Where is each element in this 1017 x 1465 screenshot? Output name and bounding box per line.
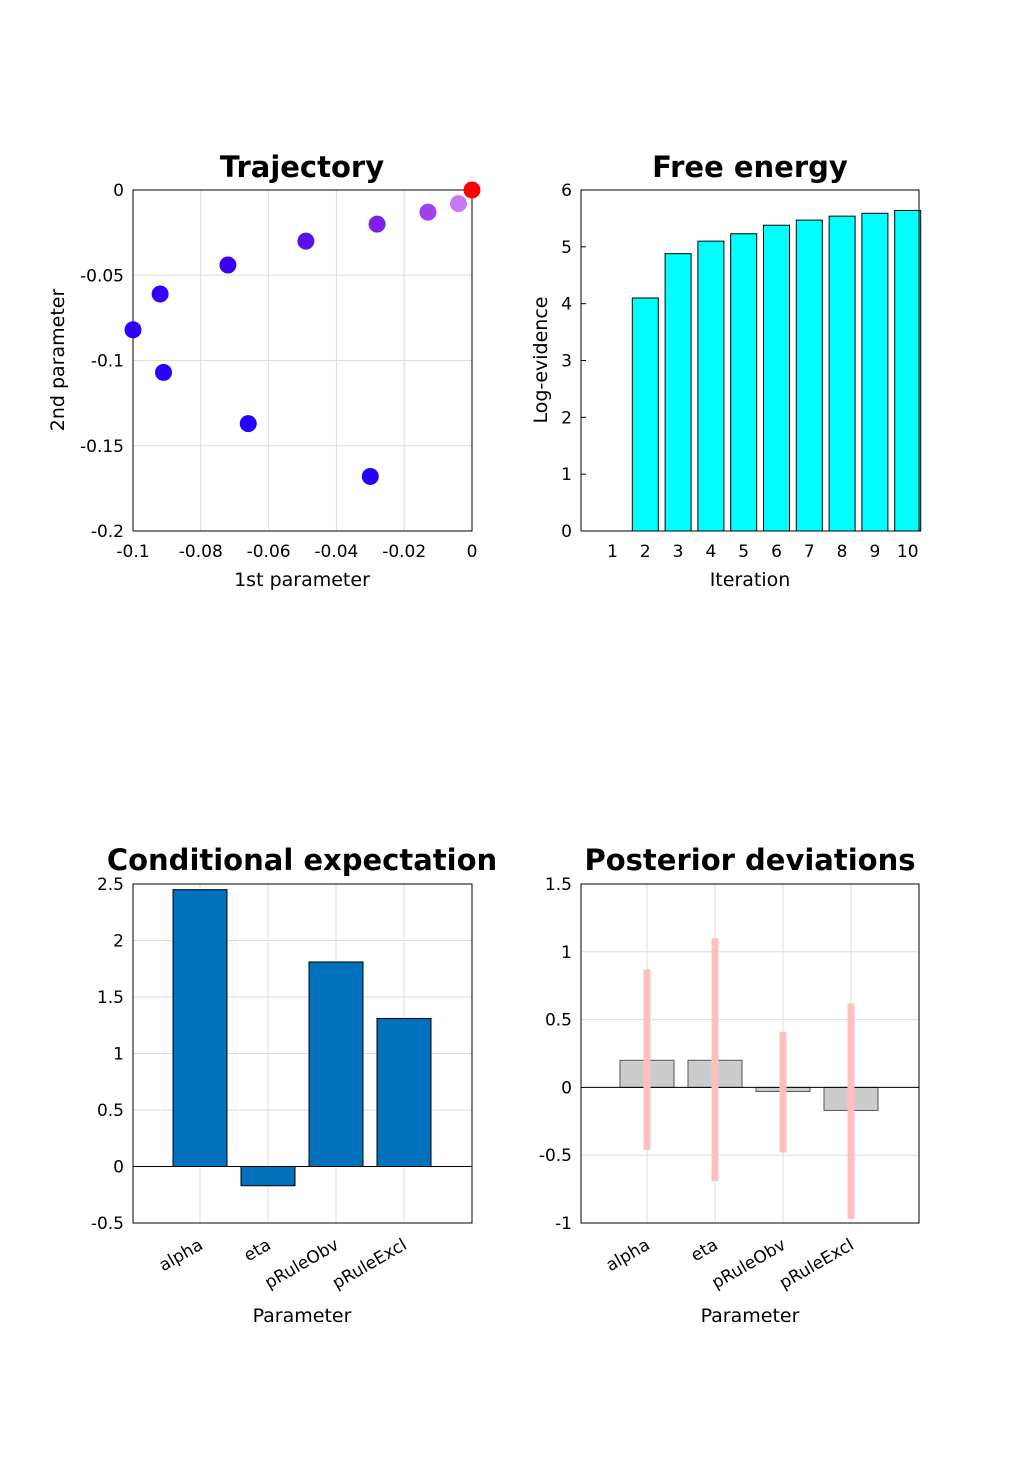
trajectory-y-tick-label: -0.05: [80, 266, 124, 286]
conditional-expectation-y-tick-label: 1: [113, 1045, 124, 1065]
posterior-deviations-x-tick-label: pRuleObv: [708, 1235, 789, 1293]
free-energy-y-tick-label: 2: [561, 408, 572, 428]
trajectory-point: [368, 215, 386, 233]
free-energy-x-tick-label: 10: [897, 542, 919, 562]
free-energy-bar: [730, 233, 758, 532]
posterior-deviations-x-tick-label: eta: [688, 1235, 722, 1266]
posterior-deviations-x-tick-label: alpha: [603, 1235, 654, 1276]
trajectory-point: [449, 195, 467, 213]
free-energy-bar: [861, 212, 889, 532]
trajectory-point: [297, 232, 315, 250]
trajectory-point: [239, 415, 257, 433]
free-energy-bar: [795, 219, 823, 532]
conditional-expectation-plot-area: [132, 883, 473, 1224]
free-energy-x-tick-label: 1: [607, 542, 618, 562]
trajectory-x-tick-label: -0.02: [382, 542, 426, 562]
free-energy-y-tick-label: 4: [561, 295, 572, 315]
free-energy-panel: 1 2 3 4 5 6 7 8 9 10 0 1 2 3 4 5 6 Free energy Iteration…: [530, 150, 922, 591]
free-energy-bar: [763, 224, 790, 532]
conditional-expectation-y-tick-label: 0.5: [97, 1101, 124, 1121]
trajectory-y-tick-label: -0.15: [80, 437, 124, 457]
free-energy-x-label: Iteration: [710, 569, 791, 591]
free-energy-bar: [697, 240, 725, 532]
conditional-expectation-title: Conditional expectation: [107, 843, 497, 877]
posterior-deviations-title: Posterior deviations: [584, 843, 915, 877]
conditional-expectation-y-tick-label: 2: [113, 932, 124, 952]
conditional-expectation-x-tick-label: pRuleObv: [261, 1235, 342, 1293]
trajectory-point: [155, 363, 173, 381]
trajectory-title: Trajectory: [220, 150, 384, 184]
posterior-deviations-plot-area: [580, 883, 920, 1224]
posterior-deviations-x-tick-label: pRuleExcl: [776, 1235, 857, 1294]
trajectory-y-tick-label: -0.2: [91, 522, 124, 542]
conditional-expectation-bar: [308, 961, 364, 1167]
posterior-deviations-y-tick-label: 1: [561, 943, 572, 963]
free-energy-x-tick-label: 2: [640, 542, 651, 562]
trajectory-y-tick-label: -0.1: [91, 352, 124, 372]
trajectory-point: [463, 181, 481, 199]
trajectory-point: [151, 285, 169, 303]
trajectory-x-tick-label: 0: [467, 542, 478, 562]
trajectory-points: [124, 181, 481, 485]
conditional-expectation-x-tick-label: alpha: [156, 1235, 207, 1276]
conditional-expectation-y-tick-label: 0: [113, 1158, 124, 1178]
trajectory-point: [219, 256, 237, 274]
free-energy-y-tick-label: 3: [561, 352, 572, 372]
posterior-deviations-y-tick-label: 1.5: [545, 875, 572, 895]
trajectory-y-tick-label: 0: [113, 181, 124, 201]
free-energy-bar: [664, 253, 692, 532]
trajectory-point: [124, 321, 142, 339]
free-energy-title: Free energy: [652, 150, 848, 184]
posterior-deviations-bars: [581, 938, 919, 1219]
free-energy-bar: [828, 215, 856, 532]
conditional-expectation-panel: 2.5 2 1.5 1 0.5 0 -0.5 alpha etapRuleObvpRuleExc…: [91, 843, 497, 1327]
free-energy-y-tick-label: 0: [561, 522, 572, 542]
free-energy-x-tick-label: 8: [837, 542, 848, 562]
free-energy-bar: [631, 297, 659, 532]
free-energy-y-label: Log-evidence: [530, 297, 552, 424]
trajectory-x-tick-label: -0.06: [247, 542, 291, 562]
posterior-deviations-x-label: Parameter: [701, 1305, 800, 1327]
free-energy-bars: [631, 209, 922, 532]
trajectory-point: [361, 467, 379, 485]
free-energy-y-tick-label: 1: [561, 465, 572, 485]
free-energy-x-tick-label: 7: [804, 542, 815, 562]
free-energy-x-tick-label: 5: [738, 542, 749, 562]
trajectory-panel: -0.1 -0.08 -0.06 -0.04 -0.02 0 0 -0.05 -0.1 -0.15…: [47, 150, 481, 591]
trajectory-plot-area: [132, 189, 473, 532]
conditional-expectation-bar: [376, 1017, 432, 1167]
posterior-deviations-y-tick-label: -1: [555, 1214, 572, 1234]
conditional-expectation-y-tick-label: 2.5: [97, 875, 124, 895]
posterior-deviations-y-tick-label: 0: [561, 1078, 572, 1098]
free-energy-ticks: 1 2 3 4 5 6 7 8 9 10 0 1 2 3 4 5 6: [561, 181, 918, 562]
trajectory-x-tick-label: -0.1: [116, 542, 149, 562]
free-energy-y-tick-label: 6: [561, 181, 572, 201]
trajectory-ticks: -0.1 -0.08 -0.06 -0.04 -0.02 0 0 -0.05 -0.1 -0.15…: [80, 181, 477, 562]
conditional-expectation-bars: [133, 889, 472, 1187]
conditional-expectation-x-tick-label: eta: [241, 1235, 275, 1266]
free-energy-x-tick-label: 6: [771, 542, 782, 562]
free-energy-bar: [894, 209, 922, 532]
posterior-deviations-y-tick-label: -0.5: [539, 1146, 572, 1166]
free-energy-x-tick-label: 3: [673, 542, 684, 562]
conditional-expectation-y-tick-label: 1.5: [97, 988, 124, 1008]
free-energy-y-tick-label: 5: [561, 238, 572, 258]
conditional-expectation-y-tick-label: -0.5: [91, 1214, 124, 1234]
posterior-deviations-y-tick-label: 0.5: [545, 1011, 572, 1031]
trajectory-point: [419, 203, 437, 221]
conditional-expectation-bar: [172, 889, 228, 1168]
trajectory-x-label: 1st parameter: [234, 569, 370, 591]
free-energy-x-tick-label: 4: [705, 542, 716, 562]
conditional-expectation-bar: [240, 1166, 296, 1187]
trajectory-x-tick-label: -0.04: [314, 542, 358, 562]
posterior-deviations-grid: [581, 883, 919, 1224]
free-energy-x-tick-label: 9: [869, 542, 880, 562]
trajectory-y-label: 2nd parameter: [47, 289, 69, 432]
trajectory-x-tick-label: -0.08: [179, 542, 223, 562]
conditional-expectation-x-tick-label: pRuleExcl: [329, 1235, 410, 1294]
conditional-expectation-x-label: Parameter: [253, 1305, 352, 1327]
